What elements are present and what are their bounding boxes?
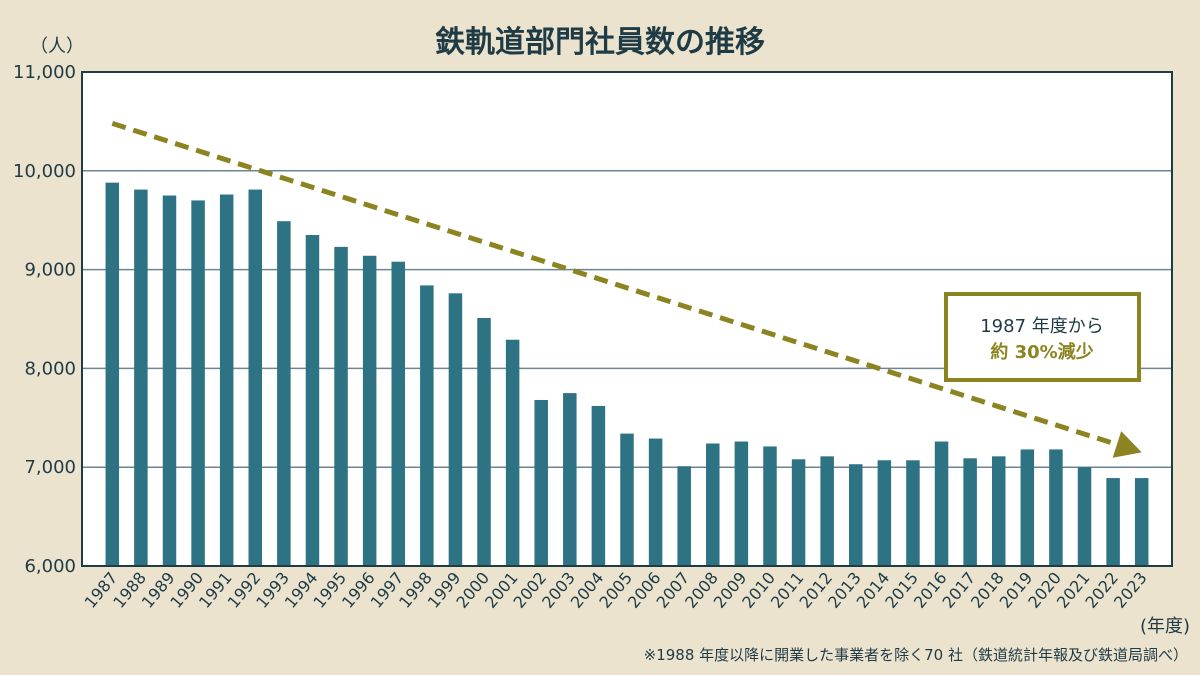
bar-2019	[1020, 449, 1035, 566]
y-tick-label: 8,000	[24, 358, 76, 379]
plot-border	[81, 71, 1173, 567]
y-tick-label: 7,000	[24, 457, 76, 478]
bar-2015	[906, 460, 920, 566]
bar-2002	[534, 400, 548, 566]
bar-2020	[1049, 449, 1063, 566]
bar-1991	[219, 194, 234, 566]
callout-line-1: 1987 年度から	[980, 316, 1104, 337]
bar-2011	[791, 459, 806, 566]
x-axis-unit: (年度)	[1140, 616, 1190, 637]
callout-line-2: 約 30%減少	[990, 341, 1093, 363]
y-tick-label: 10,000	[13, 161, 76, 182]
bar-1993	[277, 221, 291, 567]
bar-1987	[105, 182, 120, 566]
x-tick-labels: 1987198819891990199119921993199419951996…	[81, 568, 1151, 611]
trend-arrowhead	[1112, 431, 1142, 458]
bars	[105, 182, 1149, 567]
bar-2009	[734, 441, 749, 566]
bar-2006	[648, 438, 663, 566]
bar-1989	[162, 195, 177, 566]
bar-1998	[420, 285, 434, 566]
bar-2013	[849, 464, 863, 566]
callout-box: 1987 年度から 約 30%減少	[944, 292, 1141, 382]
footnote: ※1988 年度以降に開業した事業者を除く70 社（鉄道統計年報及び鉄道局調べ）	[644, 646, 1188, 664]
bar-2007	[677, 466, 691, 566]
bar-1995	[334, 246, 348, 566]
chart-title: 鉄軌道部門社員数の推移	[435, 25, 765, 60]
bar-2023	[1134, 478, 1149, 566]
y-axis-unit: （人）	[30, 36, 84, 57]
bar-1996	[362, 255, 377, 566]
bar-1992	[248, 189, 263, 566]
bar-1999	[448, 293, 463, 566]
bar-2005	[620, 433, 634, 566]
bar-2001	[505, 339, 520, 566]
bar-1997	[391, 261, 405, 566]
y-tick-label: 6,000	[24, 556, 76, 577]
y-tick-labels: 6,000 7,000 8,000 9,000 10,000 11,000	[13, 62, 76, 577]
bar-2018	[991, 456, 1006, 566]
bar-2010	[763, 446, 777, 566]
bar-2016	[934, 441, 949, 566]
bar-2022	[1106, 478, 1120, 566]
bar-1990	[191, 200, 205, 566]
trend-line	[111, 120, 1123, 449]
y-tick-label: 9,000	[24, 260, 76, 281]
bar-2014	[877, 460, 892, 566]
bar-2012	[820, 456, 834, 566]
bar-2000	[477, 318, 491, 566]
bar-2008	[706, 443, 720, 566]
bar-2004	[591, 405, 606, 566]
callout-frame	[944, 292, 1141, 382]
bar-2021	[1077, 467, 1092, 566]
bar-2017	[963, 458, 977, 566]
bar-1994	[305, 235, 320, 566]
bar-1988	[134, 189, 148, 566]
y-tick-label: 11,000	[13, 62, 76, 83]
x-tick-label: 2023	[1110, 568, 1151, 611]
bar-2003	[563, 393, 577, 566]
